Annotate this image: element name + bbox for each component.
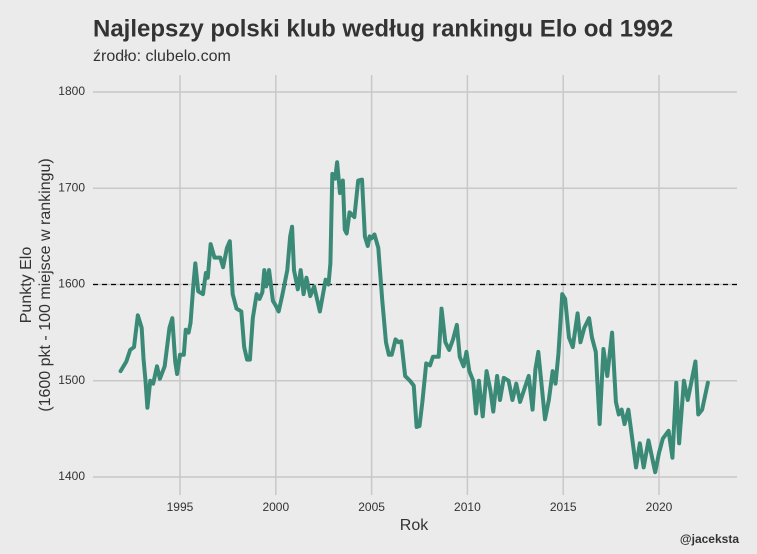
x-tick-label: 2015 [550,500,577,514]
y-tick-label: 1700 [58,180,85,194]
chart-title: Najlepszy polski klub według rankingu El… [93,15,673,42]
chart-subtitle: źrodło: clubelo.com [93,48,231,65]
data-line [118,160,710,475]
x-tick-label: 2010 [454,500,481,514]
x-tick-label: 2020 [646,500,673,514]
x-tick-label: 1995 [167,500,194,514]
y-tick-label: 1400 [58,469,85,483]
caption: @jaceksta [680,532,739,546]
y-tick-label: 1800 [58,84,85,98]
y-tick-label: 1500 [58,373,85,387]
x-axis-label: Rok [400,517,429,534]
x-tick-label: 2005 [358,500,385,514]
y-axis-label: Punkty Elo [18,247,35,324]
x-tick-label: 2000 [262,500,289,514]
y-tick-label: 1600 [58,277,85,291]
y-axis-label: (1600 pkt - 100 miejsce w rankingu) [37,158,54,411]
